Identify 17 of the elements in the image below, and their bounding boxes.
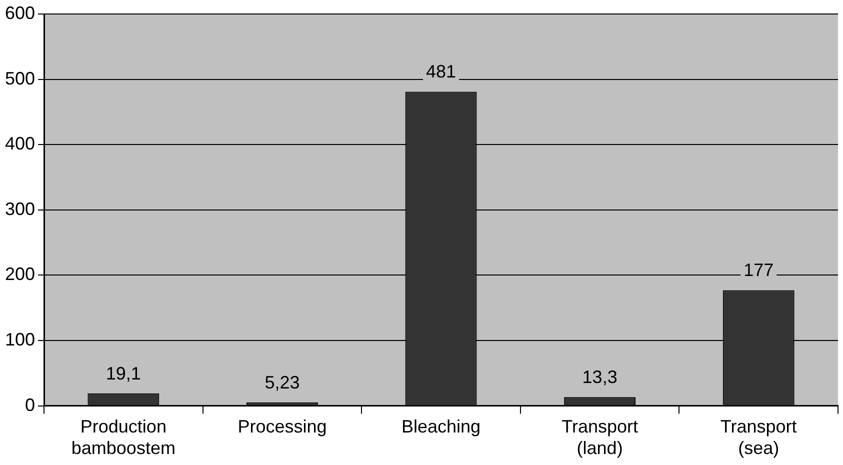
data-label: 177	[744, 260, 774, 280]
data-label: 19,1	[106, 363, 141, 384]
y-tick-label: 100	[4, 329, 36, 350]
y-tick-label: 0	[25, 394, 36, 415]
data-label: 5,23	[264, 372, 300, 392]
y-tick-label: 600	[4, 2, 36, 23]
x-tick-label: Processing	[238, 416, 327, 437]
x-tick-label: Production bamboostem	[71, 416, 176, 458]
data-label: 481	[426, 62, 456, 82]
y-tick-label: 400	[4, 134, 36, 154]
x-tick-label: Transport (land)	[562, 416, 638, 458]
x-tick-label: Bleaching	[401, 416, 481, 437]
y-tick-label: 500	[4, 68, 36, 88]
data-label: 13,3	[582, 367, 618, 388]
y-tick-label: 200	[4, 264, 36, 284]
x-tick-label: Transport (sea)	[720, 416, 797, 458]
y-tick-label: 300	[4, 198, 36, 219]
